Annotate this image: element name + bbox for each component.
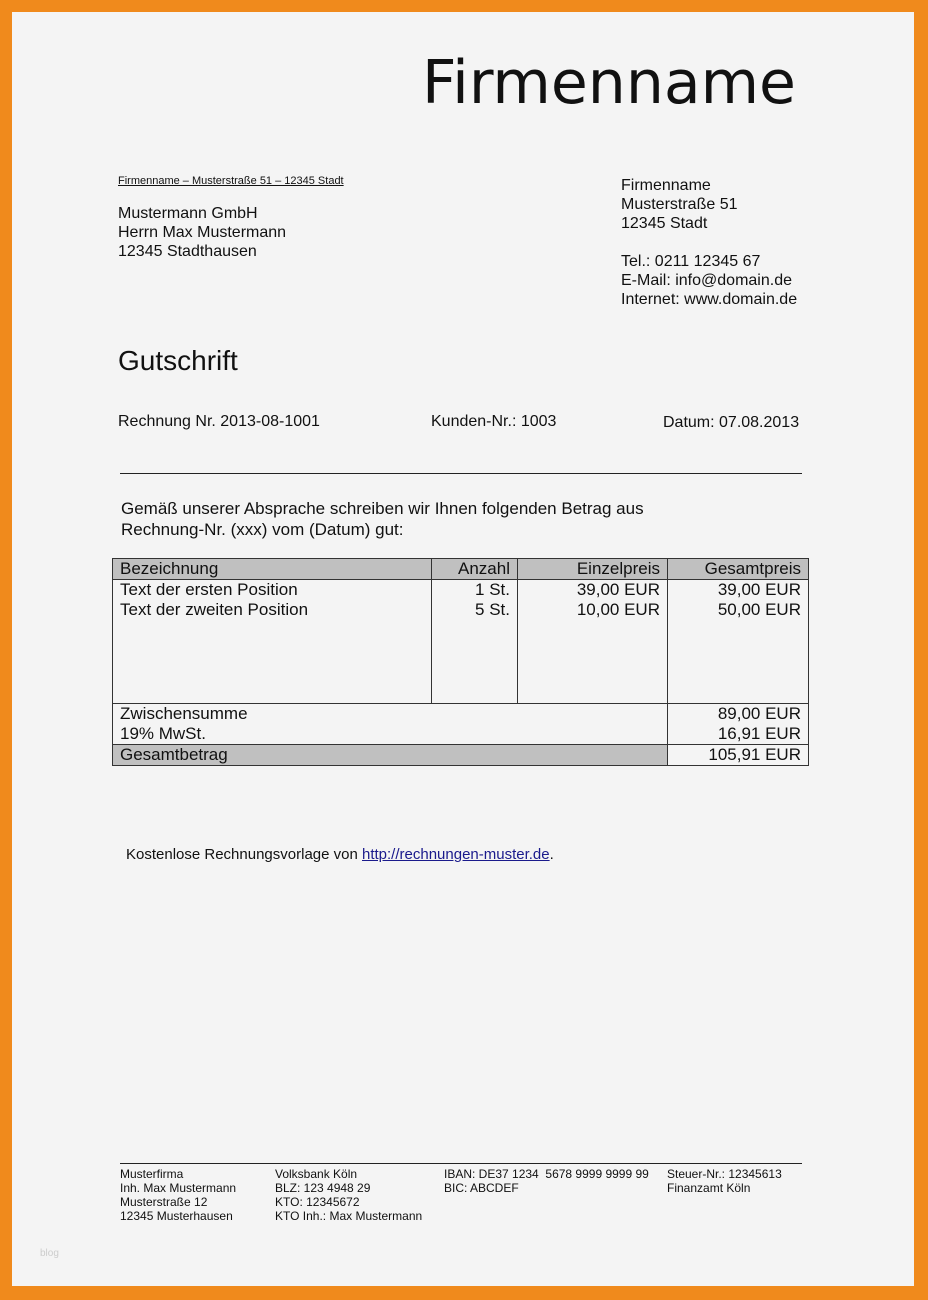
items-table: Bezeichnung Anzahl Einzelpreis Gesamtpre… — [112, 558, 809, 766]
document-page: Firmenname Firmenname – Musterstraße 51 … — [12, 12, 914, 1286]
footer-line: IBAN: DE37 1234 5678 9999 9999 99 — [444, 1167, 649, 1181]
cell: 50,00 EUR — [667, 600, 809, 620]
company-line: Internet: www.domain.de — [621, 291, 798, 308]
company-info: Firmenname Musterstraße 51 12345 Stadt T… — [621, 176, 797, 309]
cell: Text der zweiten Position — [112, 600, 432, 620]
cell: Text der ersten Position — [112, 579, 432, 600]
footer-divider — [120, 1163, 802, 1164]
invoice-date: Datum: 07.08.2013 — [663, 414, 800, 431]
cell: 1 St. — [431, 579, 518, 600]
footer-line: Musterstraße 12 — [120, 1195, 208, 1209]
cell: 10,00 EUR — [517, 600, 668, 620]
recipient-line: Herrn Max Mustermann — [118, 224, 287, 241]
table-row: Text der ersten Position 1 St. 39,00 EUR… — [112, 579, 809, 600]
total-row: Gesamtbetrag 105,91 EUR — [112, 744, 809, 765]
header-cell: Einzelpreis — [517, 558, 668, 580]
credit-text: Kostenlose Rechnungsvorlage von — [126, 846, 362, 863]
footer-line: 12345 Musterhausen — [120, 1209, 233, 1223]
company-line: Firmenname — [621, 177, 711, 194]
company-logo: Firmenname — [422, 48, 796, 118]
intro-text: Gemäß unserer Absprache schreiben wir Ih… — [121, 498, 644, 540]
empty-row — [112, 620, 809, 703]
header-cell: Gesamtpreis — [667, 558, 809, 580]
credit-link[interactable]: http://rechnungen-muster.de — [362, 846, 550, 863]
header-cell: Anzahl — [431, 558, 518, 580]
sender-line: Firmenname – Musterstraße 51 – 12345 Sta… — [118, 175, 344, 187]
tax-value: 16,91 EUR — [667, 723, 809, 744]
footer-col-bank: Volksbank Köln BLZ: 123 4948 29 KTO: 123… — [275, 1167, 422, 1223]
footer-line: KTO: 12345672 — [275, 1195, 360, 1209]
company-line: E-Mail: info@domain.de — [621, 272, 792, 289]
invoice-number: Rechnung Nr. 2013-08-1001 — [118, 413, 320, 430]
recipient-line: 12345 Stadthausen — [118, 243, 257, 260]
divider — [120, 473, 802, 474]
table-header: Bezeichnung Anzahl Einzelpreis Gesamtpre… — [112, 558, 809, 580]
total-label: Gesamtbetrag — [112, 744, 668, 765]
footer-col-company: Musterfirma Inh. Max Mustermann Musterst… — [120, 1167, 236, 1223]
table-row: Text der zweiten Position 5 St. 10,00 EU… — [112, 600, 809, 620]
subtotal-value: 89,00 EUR — [667, 703, 809, 724]
intro-line: Rechnung-Nr. (xxx) vom (Datum) gut: — [121, 520, 404, 539]
footer-line: BLZ: 123 4948 29 — [275, 1181, 371, 1195]
total-value: 105,91 EUR — [667, 744, 809, 765]
footer-col-tax: Steuer-Nr.: 12345613 Finanzamt Köln — [667, 1167, 782, 1195]
cell: 39,00 EUR — [667, 579, 809, 600]
tax-label: 19% MwSt. — [112, 723, 668, 744]
intro-line: Gemäß unserer Absprache schreiben wir Ih… — [121, 499, 644, 518]
credit-line: Kostenlose Rechnungsvorlage von http://r… — [126, 846, 554, 863]
company-line: Tel.: 0211 12345 67 — [621, 253, 761, 270]
customer-number: Kunden-Nr.: 1003 — [431, 413, 557, 430]
company-line: 12345 Stadt — [621, 215, 708, 232]
footer-col-iban: IBAN: DE37 1234 5678 9999 9999 99 BIC: A… — [444, 1167, 649, 1195]
recipient-line: Mustermann GmbH — [118, 205, 258, 222]
watermark: blog — [40, 1248, 59, 1259]
subtotal-row: Zwischensumme 89,00 EUR — [112, 703, 809, 724]
footer-line: Musterfirma — [120, 1167, 184, 1181]
footer-line: Steuer-Nr.: 12345613 — [667, 1167, 782, 1181]
credit-suffix: . — [549, 846, 554, 863]
footer-line: Volksbank Köln — [275, 1167, 358, 1181]
footer-line: Finanzamt Köln — [667, 1181, 751, 1195]
cell: 5 St. — [431, 600, 518, 620]
recipient-address: Mustermann GmbH Herrn Max Mustermann 123… — [118, 204, 286, 261]
company-line: Musterstraße 51 — [621, 196, 738, 213]
subtotal-label: Zwischensumme — [112, 703, 668, 724]
document-title: Gutschrift — [118, 345, 238, 376]
footer-line: KTO Inh.: Max Mustermann — [275, 1209, 423, 1223]
footer-line: BIC: ABCDEF — [444, 1181, 519, 1195]
tax-row: 19% MwSt. 16,91 EUR — [112, 723, 809, 744]
footer-line: Inh. Max Mustermann — [120, 1181, 237, 1195]
cell: 39,00 EUR — [517, 579, 668, 600]
header-cell: Bezeichnung — [112, 558, 432, 580]
